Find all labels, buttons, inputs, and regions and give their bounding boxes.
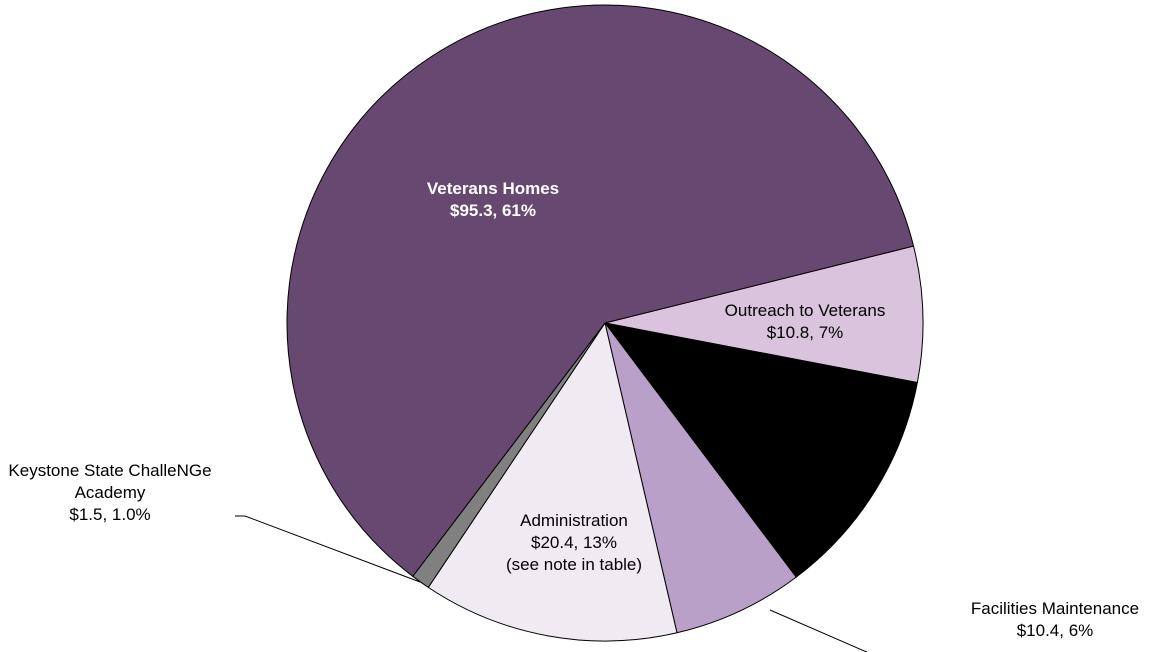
pie-slice <box>604 322 797 634</box>
value-label: $10.4, 6% <box>1016 621 1094 640</box>
category-label: Outreach to Veterans <box>724 301 886 320</box>
category-label: National Guard (NG) and Military Support <box>698 381 888 422</box>
note: (see note in table) <box>505 555 643 574</box>
value-label: $95.3, 61% <box>449 201 536 220</box>
category-label: Veterans Homes <box>426 179 560 198</box>
slice-label: Administration $20.4, 13% (see note in tab… <box>504 510 644 576</box>
pie-slice <box>427 321 678 642</box>
leader-line <box>769 609 868 652</box>
slice-label: National Guard (NG) and Military Support… <box>678 380 908 446</box>
category-label: Facilities Maintenance <box>970 599 1140 618</box>
slice-label: Veterans Homes $95.3, 61% <box>373 178 613 222</box>
value-label: $20.4, 13% <box>530 533 617 552</box>
value-label: $1.5, 1.0% <box>69 505 151 524</box>
slice-label: Outreach to Veterans $10.8, 7% <box>685 300 925 344</box>
pie-slice <box>286 4 915 578</box>
slice-label: Keystone State ChalleNGe Academy $1.5, 1.… <box>0 460 220 526</box>
value-label: $18.4, 12% <box>749 425 836 444</box>
value-label: $10.8, 7% <box>766 323 844 342</box>
pie-slice <box>604 245 924 384</box>
pie-slice <box>603 322 918 578</box>
slice-label: Facilities Maintenance $10.4, 6% <box>945 598 1165 642</box>
leader-line <box>235 515 421 583</box>
category-label: Administration <box>520 511 628 530</box>
category-label: Keystone State ChalleNGe Academy <box>8 461 212 502</box>
